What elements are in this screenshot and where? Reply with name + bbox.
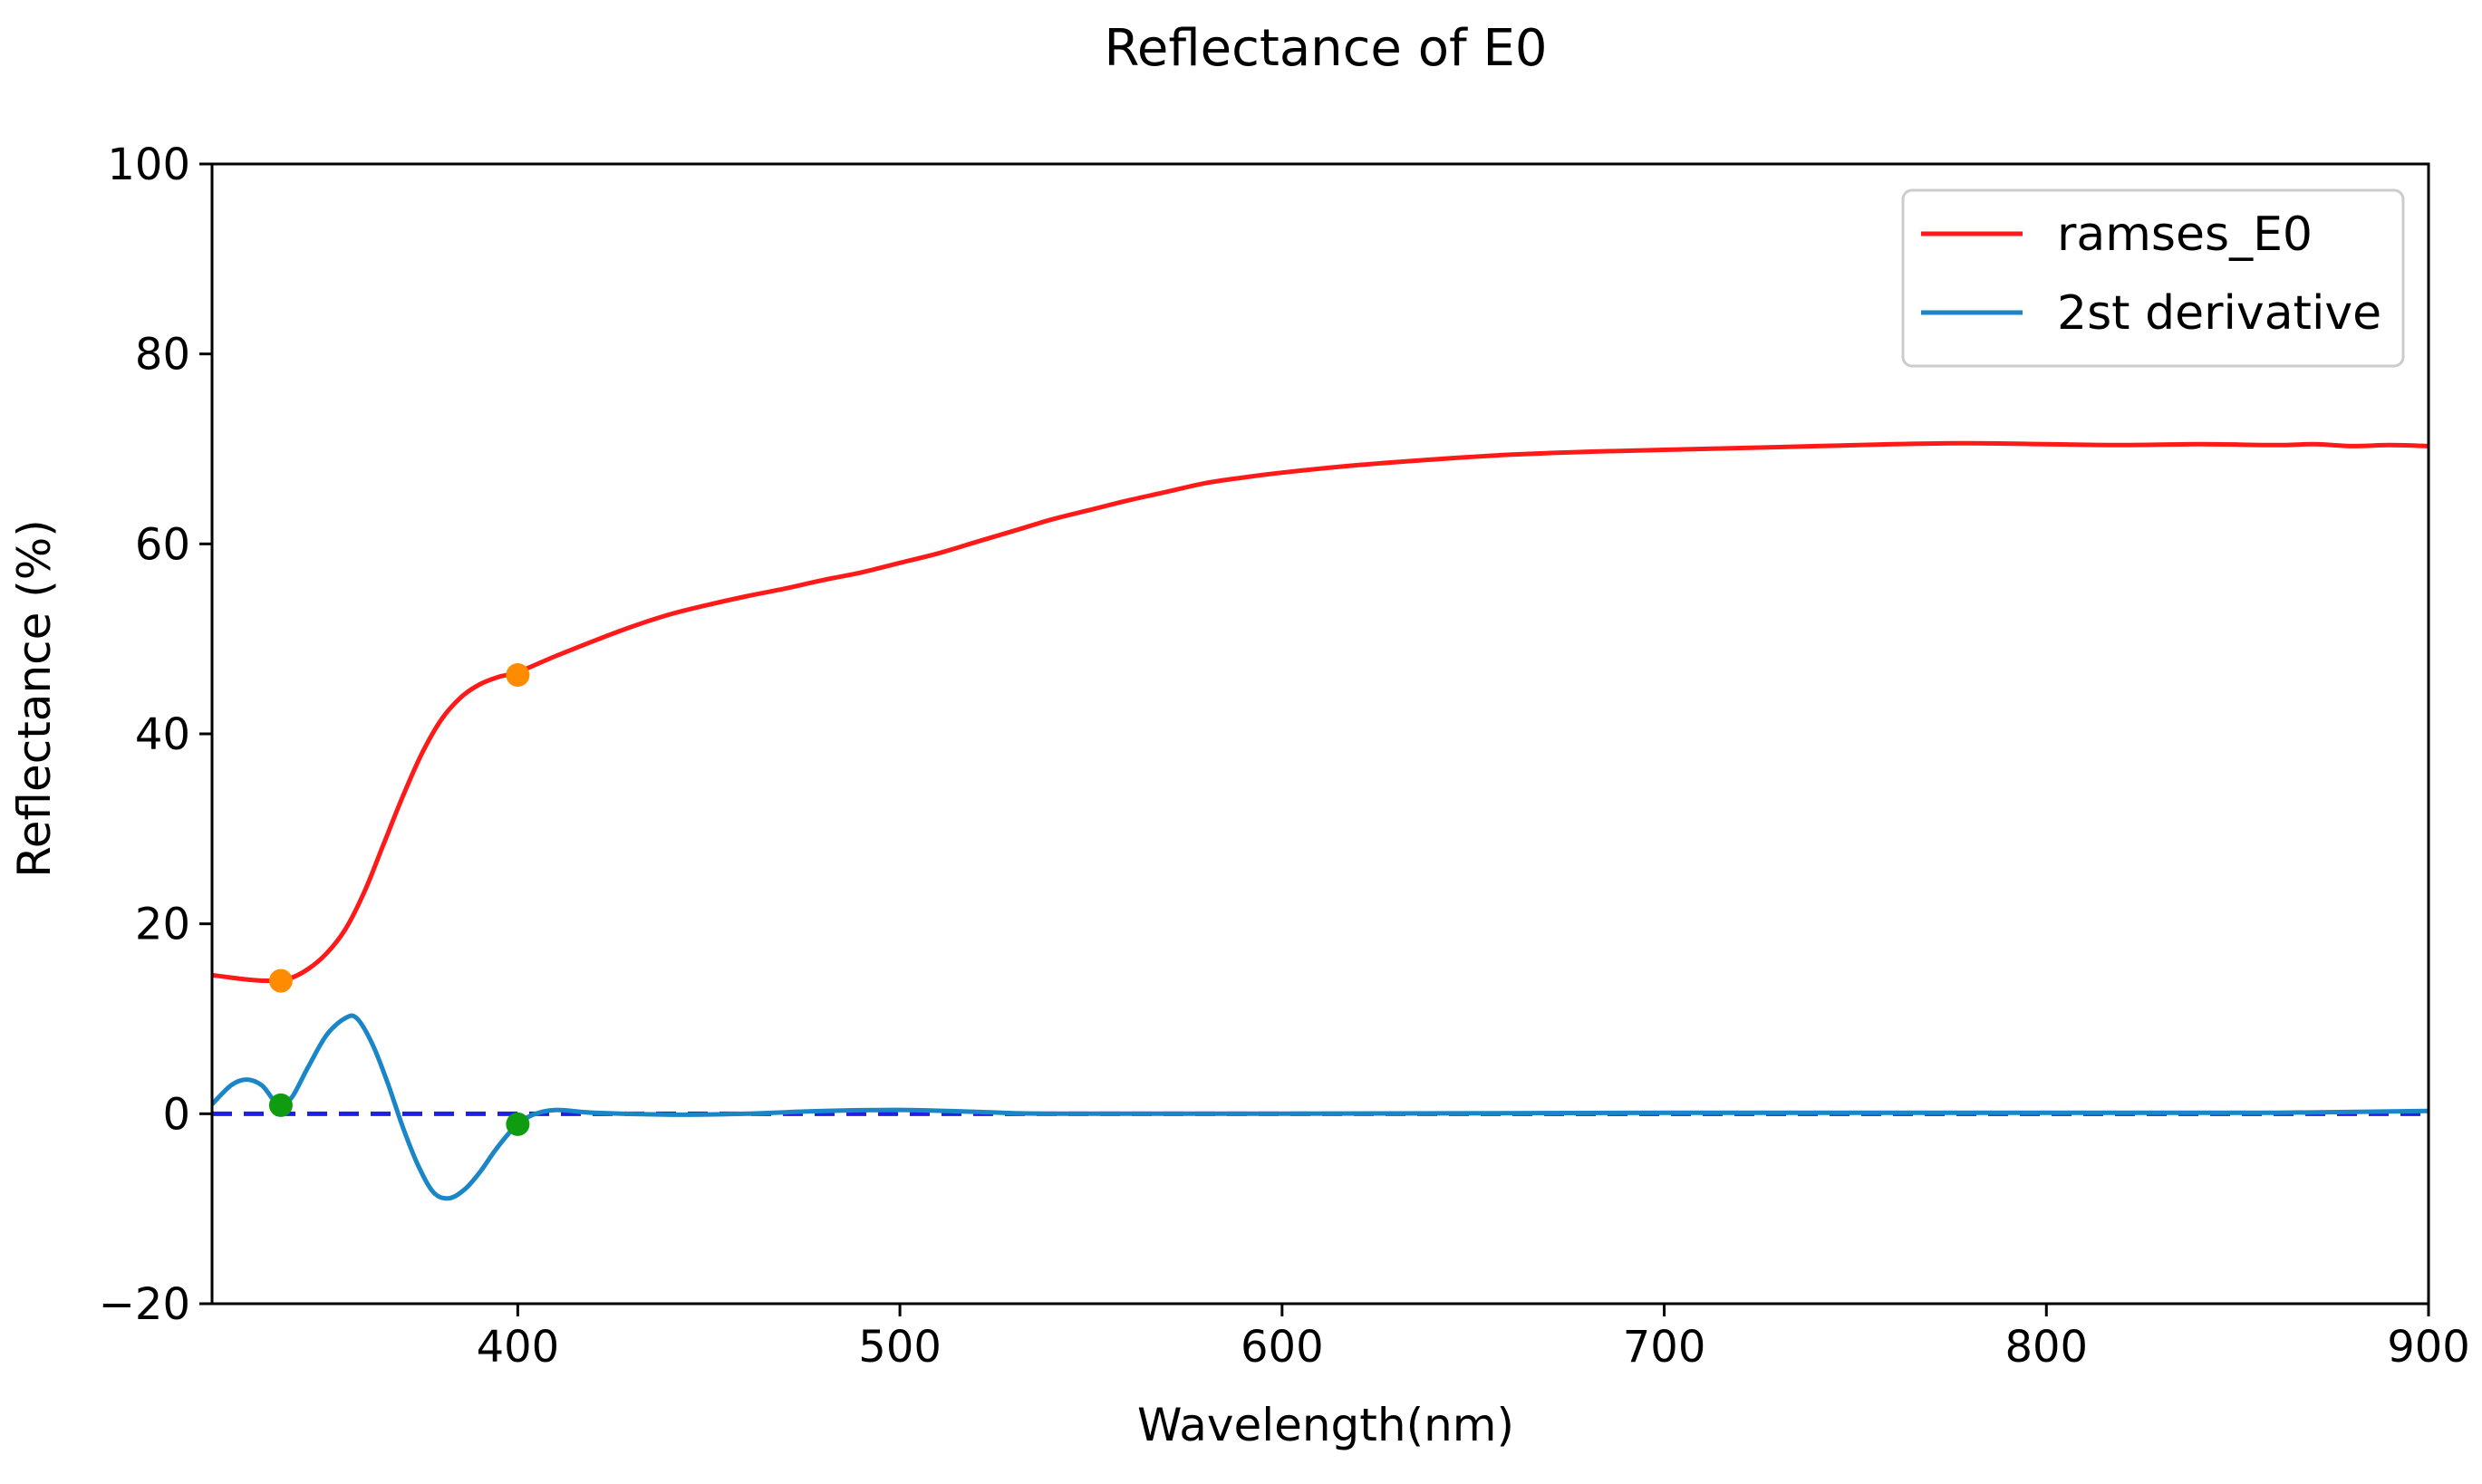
y-tick-label-40: 40 bbox=[135, 709, 190, 760]
x-tick-label-800: 800 bbox=[2004, 1322, 2088, 1373]
y-tick-label-60: 60 bbox=[135, 519, 190, 570]
reflectance-marker-1 bbox=[268, 968, 293, 993]
derivative-marker-1 bbox=[268, 1093, 293, 1117]
x-tick-label-600: 600 bbox=[1241, 1322, 1324, 1373]
legend-box bbox=[1901, 188, 2405, 368]
reflectance-marker-2 bbox=[506, 663, 530, 688]
x-tick-label-500: 500 bbox=[858, 1322, 942, 1373]
series-2st-derivative-line bbox=[212, 1013, 2429, 1201]
plot-series bbox=[212, 440, 2429, 1201]
legend-label-2st-derivative: 2st derivative bbox=[2057, 286, 2381, 341]
series-ramses-e0-line bbox=[212, 440, 2429, 984]
y-tick-label-100: 100 bbox=[107, 140, 190, 190]
plot-area bbox=[212, 440, 2429, 1201]
y-tick-label-0: 0 bbox=[162, 1089, 190, 1140]
chart-title: Reflectance of E0 bbox=[1105, 19, 1548, 78]
legend: ramses_E0 2st derivative bbox=[1901, 188, 2405, 368]
x-tick-label-700: 700 bbox=[1623, 1322, 1706, 1373]
y-tick-label-20: 20 bbox=[135, 900, 190, 950]
y-tick-label-80: 80 bbox=[135, 330, 190, 381]
x-tick-label-900: 900 bbox=[2387, 1322, 2470, 1373]
y-axis-label: Reflectance (%) bbox=[8, 519, 61, 878]
derivative-marker-2 bbox=[506, 1112, 530, 1136]
y-tick-label--20: −20 bbox=[99, 1279, 190, 1330]
legend-label-ramses-e0: ramses_E0 bbox=[2057, 207, 2313, 262]
x-axis-label: Wavelength(nm) bbox=[1137, 1399, 1514, 1451]
x-tick-label-400: 400 bbox=[477, 1322, 560, 1373]
axes: 400 500 600 700 800 900 −20 0 20 40 60 80 100 bbox=[99, 140, 2470, 1373]
